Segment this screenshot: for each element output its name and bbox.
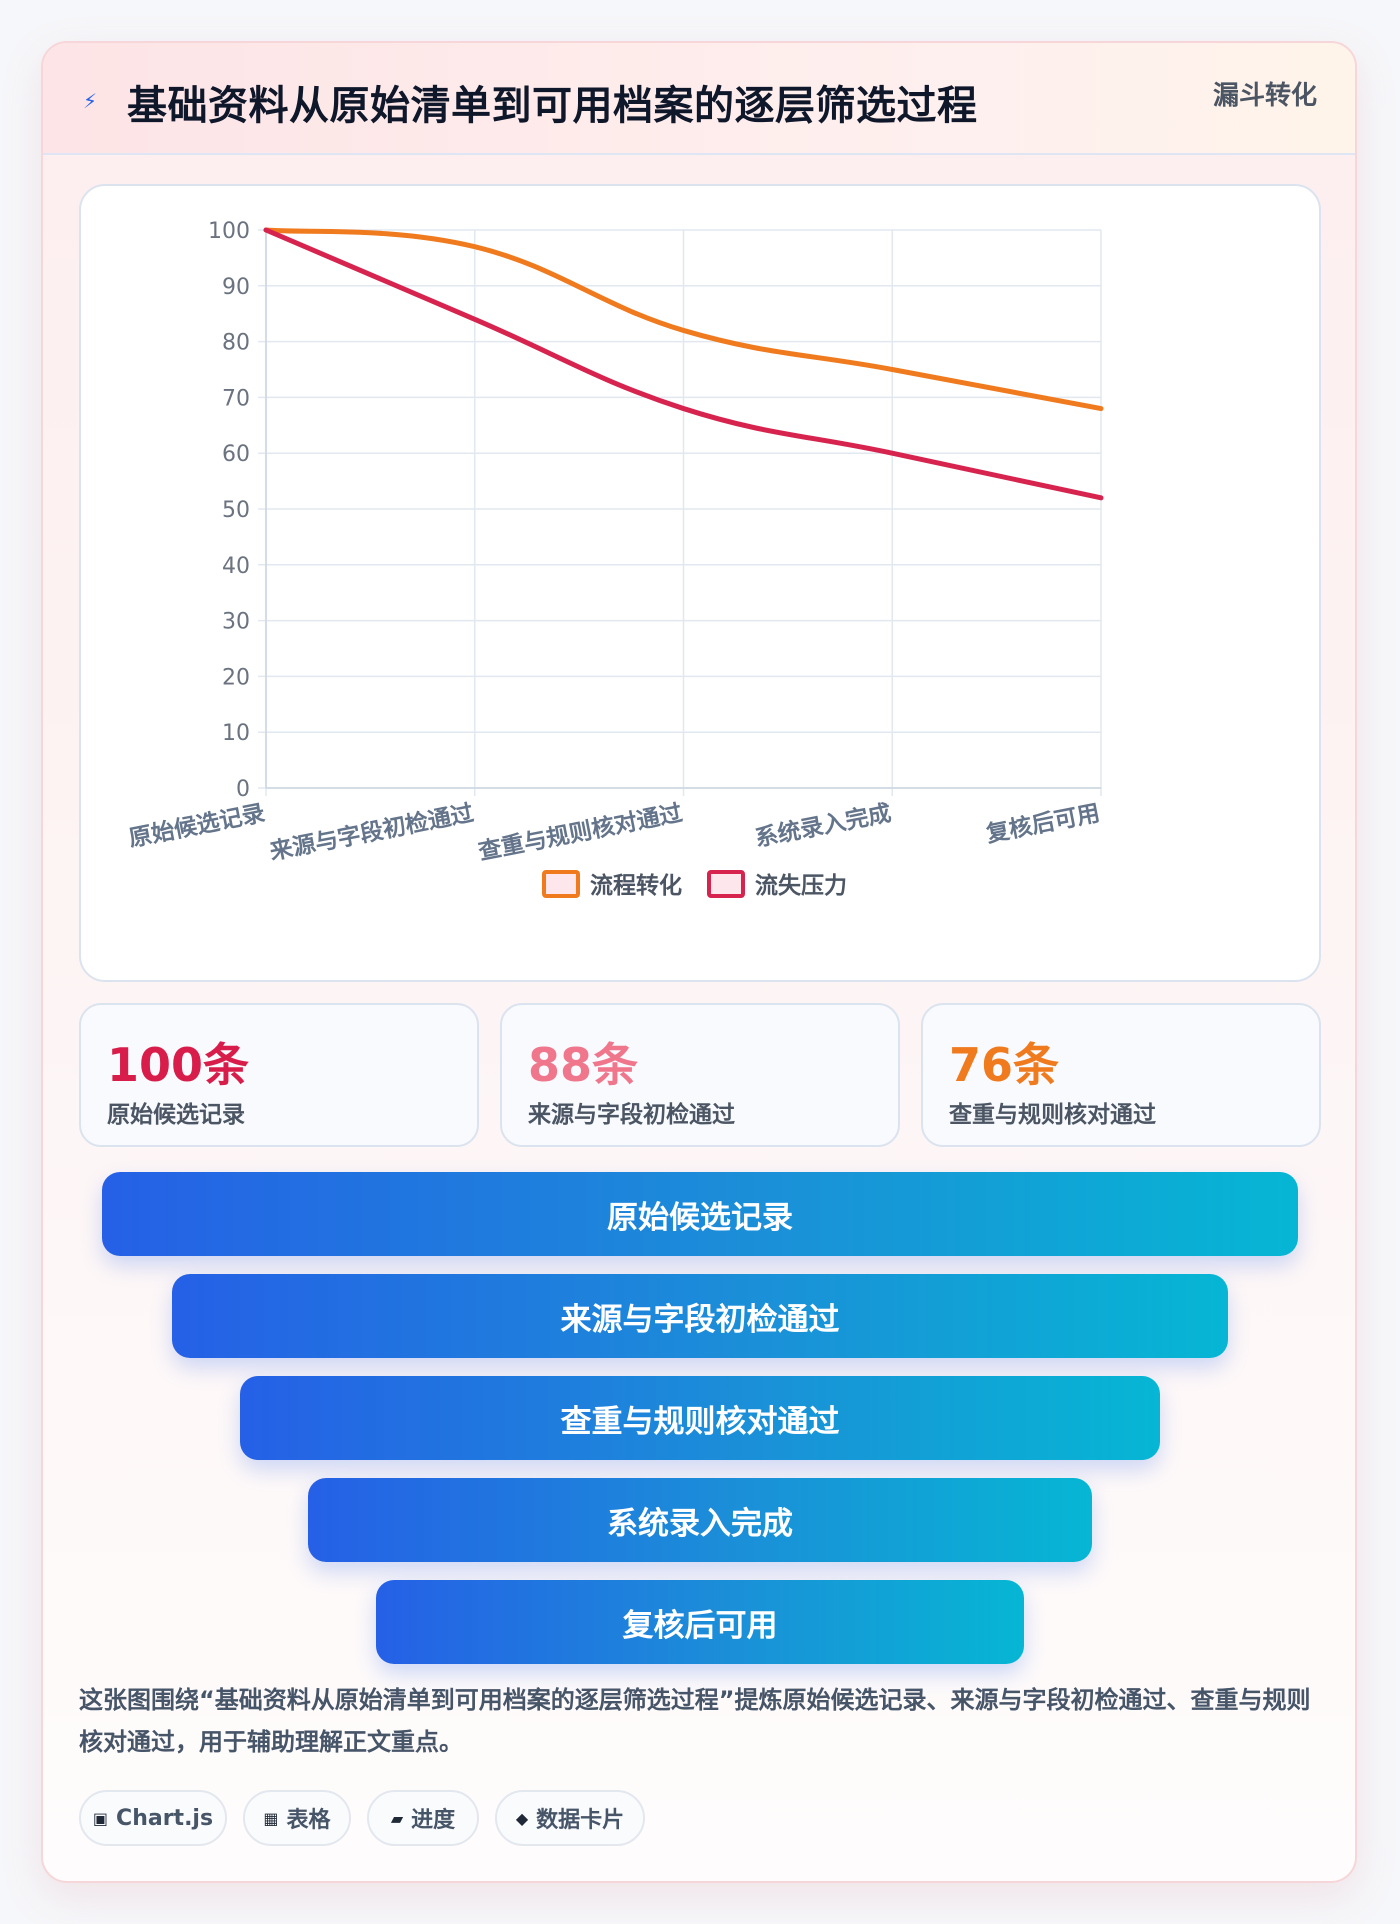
legend-label: 流程转化 [590,872,682,899]
y-tick-label: 90 [222,275,250,300]
funnel-stage: 复核后可用 [376,1580,1024,1664]
tag-label: 数据卡片 [536,1808,625,1833]
stat-value: 88条 [528,1038,639,1092]
x-tick-label: 系统录入完成 [753,799,894,852]
x-tick-label: 来源与字段初检通过 [268,799,476,865]
tag-label: Chart.js [116,1805,214,1831]
y-tick-label: 0 [236,777,250,802]
tag-chartjs[interactable]: ▣ Chart.js [79,1790,227,1846]
series-line [263,227,1104,501]
tag-label: 表格 [286,1808,331,1833]
y-tick-label: 70 [222,386,250,411]
y-tick-label: 60 [222,442,250,467]
funnel-stage: 系统录入完成 [308,1478,1092,1562]
lightning-icon: ⚡ [83,89,98,113]
legend-swatch [707,870,745,898]
chart-card: ⚡ 基础资料从原始清单到可用档案的逐层筛选过程 漏斗转化 0 10 20 30 40 50… [41,41,1357,1883]
y-tick-label: 100 [208,219,250,244]
diamond-icon: ◆ [515,1808,529,1828]
card-header: ⚡ 基础资料从原始清单到可用档案的逐层筛选过程 漏斗转化 [43,43,1355,155]
funnel-stage: 查重与规则核对通过 [240,1376,1160,1460]
chip-icon: ▣ [92,1808,109,1828]
x-tick-label: 查重与规则核对通过 [476,799,684,865]
y-tick-label: 80 [222,331,250,356]
tag-label: 进度 [411,1808,456,1833]
stat-value: 76条 [949,1038,1060,1092]
stat-label: 来源与字段初检通过 [528,1102,735,1128]
tag-data-card[interactable]: ◆ 数据卡片 [495,1790,645,1846]
funnel-stage: 来源与字段初检通过 [172,1274,1228,1358]
tag-progress[interactable]: ▰ 进度 [367,1790,479,1846]
card-title: 基础资料从原始清单到可用档案的逐层筛选过程 [127,83,978,129]
series-line [263,227,1104,412]
x-tick-label: 复核后可用 [983,799,1102,848]
stat-card: 76条 查重与规则核对通过 [921,1003,1321,1147]
progress-icon: ▰ [390,1808,404,1828]
stat-value: 100条 [107,1038,250,1092]
legend-swatch [542,870,580,898]
table-icon: ▦ [263,1808,279,1828]
type-badge: 漏斗转化 [1212,81,1317,111]
y-tick-label: 40 [222,554,250,579]
y-tick-label: 30 [222,610,250,635]
chart-panel: 0 10 20 30 40 50 60 70 80 90 100 原始候选记录 来源与字段初检通过 查重与… [79,184,1321,982]
stat-card: 100条 原始候选记录 [79,1003,479,1147]
line-chart: 0 10 20 30 40 50 60 70 80 90 100 原始候选记录 来源与字段初检通过 查重与… [127,219,1104,899]
x-tick-label: 原始候选记录 [127,799,268,852]
stat-label: 原始候选记录 [107,1102,245,1128]
legend-label: 流失压力 [755,872,847,899]
stat-label: 查重与规则核对通过 [949,1102,1156,1128]
y-tick-label: 10 [222,721,250,746]
stat-card: 88条 来源与字段初检通过 [500,1003,900,1147]
tag-table[interactable]: ▦ 表格 [243,1790,351,1846]
chart-description: 这张图围绕“基础资料从原始清单到可用档案的逐层筛选过程”提炼原始候选记录、来源与… [79,1686,1311,1756]
y-tick-label: 20 [222,665,250,690]
funnel-stage: 原始候选记录 [102,1172,1298,1256]
y-tick-label: 50 [222,498,250,523]
